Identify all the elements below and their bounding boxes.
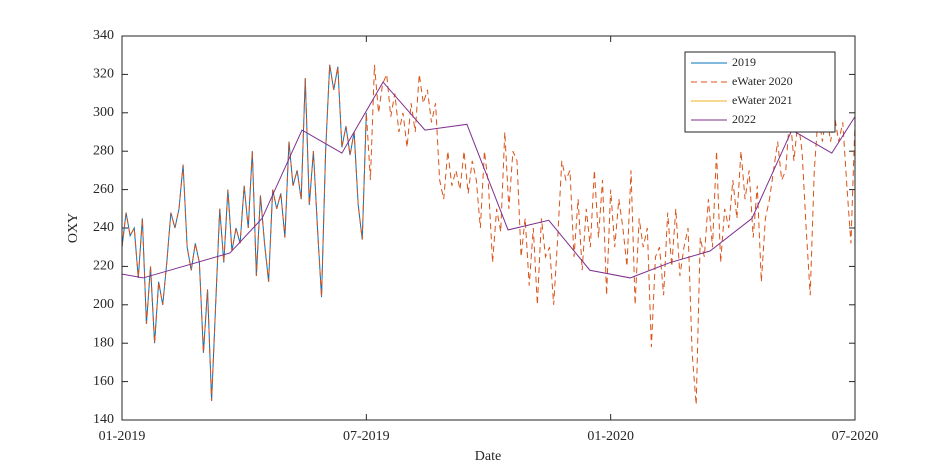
y-tick-label: 220 bbox=[93, 259, 114, 274]
legend-label: eWater 2020 bbox=[732, 74, 793, 88]
y-axis-label: OXY bbox=[66, 213, 81, 243]
x-tick-label: 01-2020 bbox=[587, 429, 634, 444]
x-tick-label: 07-2019 bbox=[343, 429, 390, 444]
y-tick-label: 240 bbox=[93, 220, 114, 235]
x-tick-label: 01-2019 bbox=[99, 429, 146, 444]
data-line bbox=[121, 64, 856, 405]
legend-label: 2022 bbox=[732, 112, 756, 126]
y-tick-label: 300 bbox=[93, 105, 114, 120]
legend-box bbox=[684, 51, 836, 133]
y-tick-label: 340 bbox=[93, 28, 114, 43]
x-axis-label: Date bbox=[475, 449, 501, 464]
y-tick-label: 140 bbox=[93, 412, 114, 427]
y-tick-label: 160 bbox=[93, 374, 114, 389]
axes-box bbox=[121, 35, 856, 421]
y-tick-label: 320 bbox=[93, 67, 114, 82]
legend-label: 2019 bbox=[732, 55, 756, 69]
y-tick-label: 260 bbox=[93, 182, 114, 197]
y-tick-label: 180 bbox=[93, 335, 114, 350]
y-tick-label: 280 bbox=[93, 143, 114, 158]
legend: 2019 eWater 2020 eWater 2021 2022 bbox=[684, 51, 836, 133]
y-tick-label: 200 bbox=[93, 297, 114, 312]
data-line bbox=[121, 81, 856, 279]
legend-label: eWater 2021 bbox=[732, 93, 793, 107]
x-tick-label: 07-2020 bbox=[832, 429, 879, 444]
